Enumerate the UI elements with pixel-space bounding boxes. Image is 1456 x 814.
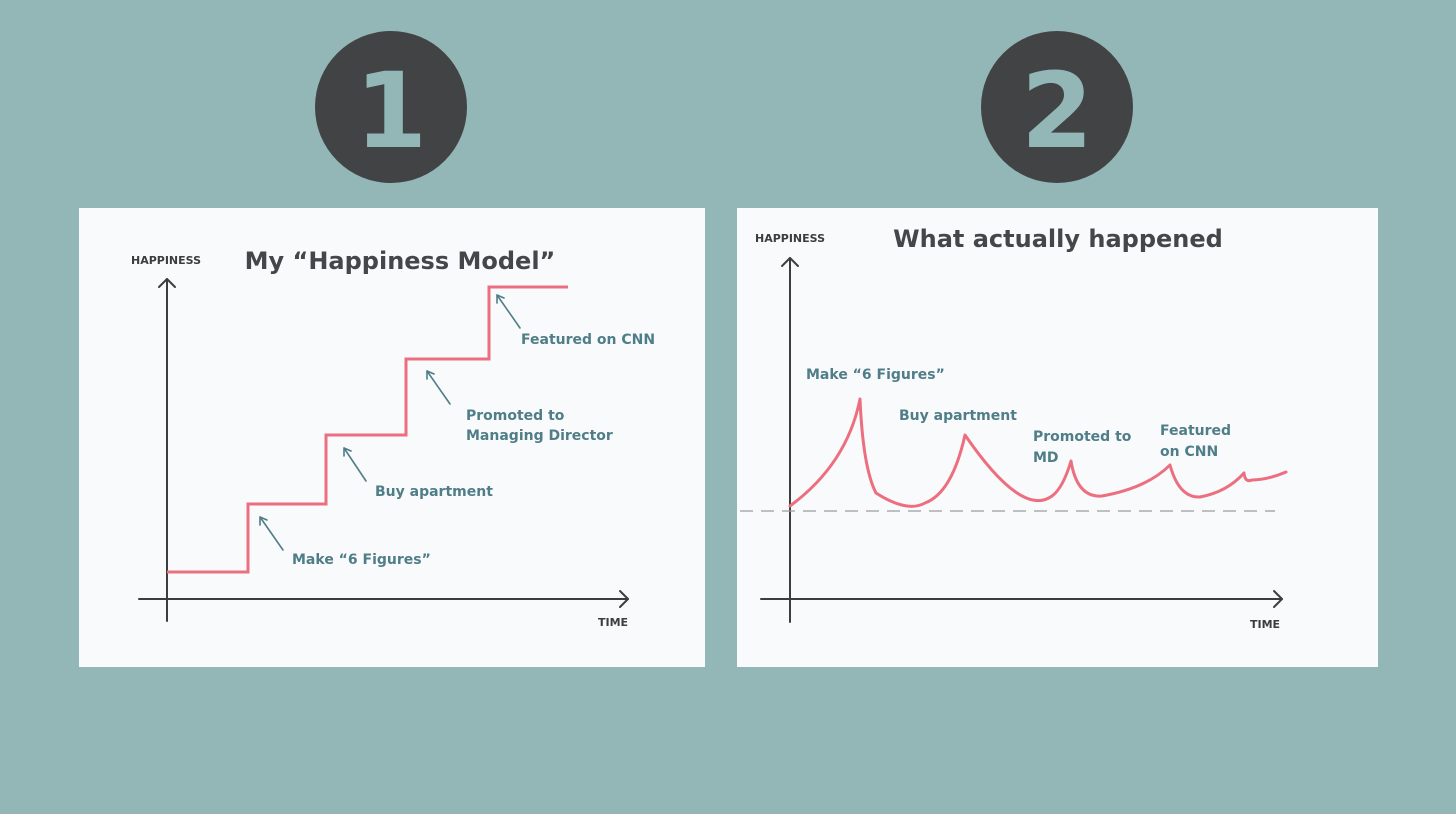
model-y-axis-label: HAPPINESS — [131, 254, 201, 267]
actual-happiness-panel: What actually happened HAPPINESS TIME Ma… — [737, 208, 1378, 667]
model-annotation-4: Featured on CNN — [521, 332, 655, 348]
model-annotation-arrow-4 — [496, 294, 521, 329]
actual-x-axis-label: TIME — [1250, 618, 1280, 631]
happiness-model-diagram: My “Happiness Model” HAPPINESS TIME — [131, 247, 655, 629]
badge-one-numeral: 1 — [355, 50, 427, 172]
model-happiness-staircase — [167, 285, 568, 574]
actual-annotation-2: Buy apartment — [899, 408, 1017, 424]
actual-happiness-diagram: What actually happened HAPPINESS TIME Ma… — [740, 225, 1288, 631]
actual-happiness-curve — [788, 397, 1288, 508]
model-y-axis-arrow — [158, 278, 176, 288]
model-title: My “Happiness Model” — [245, 247, 556, 275]
badge-one-graphic: 1 — [355, 50, 427, 172]
model-annotation-arrow-3 — [426, 370, 451, 405]
actual-annotation-1: Make “6 Figures” — [806, 367, 945, 383]
actual-y-axis-label: HAPPINESS — [755, 232, 825, 245]
badge-one: 1 — [315, 31, 467, 183]
actual-title: What actually happened — [893, 225, 1223, 253]
badge-two-graphic: 2 — [1021, 50, 1093, 172]
actual-annotation-4: Featured on CNN — [1160, 423, 1236, 460]
model-x-axis-arrow — [619, 590, 629, 608]
model-annotation-1: Make “6 Figures” — [292, 552, 431, 568]
actual-annotation-3: Promoted to MD — [1033, 429, 1136, 466]
badge-two-numeral: 2 — [1021, 50, 1093, 172]
actual-x-axis-arrow — [1273, 590, 1283, 608]
happiness-model-panel: My “Happiness Model” HAPPINESS TIME — [79, 208, 705, 667]
model-annotation-3: Promoted to Managing Director — [466, 408, 613, 444]
model-annotation-2: Buy apartment — [375, 484, 493, 500]
badge-two: 2 — [981, 31, 1133, 183]
model-annotation-arrow-1 — [259, 516, 284, 551]
actual-y-axis-arrow — [781, 257, 799, 267]
model-annotation-arrow-2 — [343, 447, 367, 482]
model-x-axis-label: TIME — [598, 616, 628, 629]
